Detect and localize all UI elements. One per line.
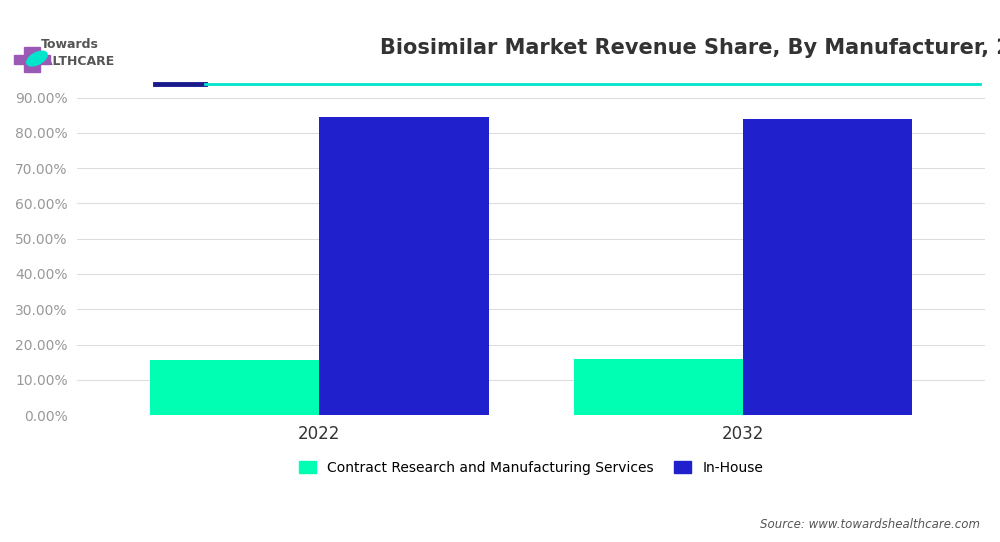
Legend: Contract Research and Manufacturing Services, In-House: Contract Research and Manufacturing Serv… — [292, 454, 770, 482]
Text: Biosimilar Market Revenue Share, By Manufacturer, 2022 (%): Biosimilar Market Revenue Share, By Manu… — [380, 38, 1000, 58]
Bar — [319, 117, 489, 415]
Bar — [574, 359, 743, 415]
Bar — [150, 360, 319, 415]
Bar — [743, 119, 912, 415]
Text: Source: www.towardshealthcare.com: Source: www.towardshealthcare.com — [760, 518, 980, 531]
Text: Towards
HEALTHCARE: Towards HEALTHCARE — [25, 38, 115, 68]
